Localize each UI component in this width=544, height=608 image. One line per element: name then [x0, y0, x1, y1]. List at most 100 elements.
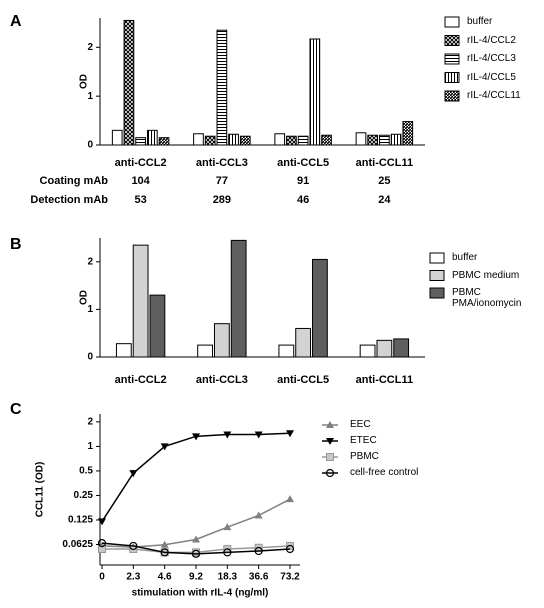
- bar: [146, 129, 158, 146]
- bar: [379, 134, 390, 146]
- legend-label: PBMC: [350, 451, 379, 462]
- panel-label: A: [10, 13, 22, 30]
- point: [286, 495, 294, 503]
- point: [286, 430, 294, 438]
- legend-marker: [325, 468, 335, 478]
- bar: [367, 134, 379, 146]
- point: [223, 523, 232, 531]
- y-tick-label: 2: [87, 256, 93, 267]
- table-row-label: Coating mAb: [40, 175, 109, 187]
- legend-label: EEC: [350, 419, 371, 430]
- panel-label: C: [10, 401, 22, 418]
- bar: [355, 132, 367, 146]
- point: [285, 544, 295, 554]
- bar: [158, 137, 170, 146]
- legend-label: rIL-4/CCL2: [467, 34, 516, 46]
- legend-swatch: [444, 35, 460, 46]
- line: [101, 432, 291, 522]
- bar: [204, 135, 216, 146]
- x-tick-label: anti-CCL2: [115, 374, 167, 386]
- y-tick-label: 1: [87, 441, 93, 452]
- y-tick-label: 1: [87, 91, 93, 102]
- point: [160, 548, 169, 557]
- bar: [393, 338, 410, 358]
- legend-label: PBMC PMA/ionomycin: [452, 287, 522, 309]
- legend-label: rIL-4/CCL3: [467, 53, 516, 64]
- x-axis-label: stimulation with rIL-4 (ng/ml): [132, 588, 269, 599]
- point: [129, 541, 138, 551]
- legend-swatch: [429, 252, 445, 264]
- bar: [115, 343, 132, 358]
- legend-marker: [326, 453, 334, 461]
- point: [223, 548, 232, 557]
- bar: [376, 339, 393, 358]
- y-tick-label: 0.0625: [62, 539, 93, 550]
- legend-label: buffer: [452, 252, 478, 263]
- legend-swatch: [444, 90, 460, 102]
- bar: [135, 137, 146, 146]
- table-cell: 53: [135, 194, 147, 206]
- x-tick-label: anti-CCL11: [356, 157, 413, 169]
- bar: [309, 38, 321, 146]
- point: [129, 470, 138, 478]
- table-cell: 104: [131, 175, 150, 187]
- x-tick-label: 73.2: [280, 572, 300, 583]
- bar: [312, 258, 328, 358]
- x-tick-label: anti-CCL5: [277, 157, 329, 169]
- point: [98, 518, 106, 526]
- bar: [390, 133, 402, 146]
- table-cell: 91: [297, 175, 309, 187]
- y-tick-label: 0: [87, 140, 93, 151]
- bar: [402, 121, 414, 146]
- bar: [295, 327, 312, 358]
- bar: [359, 344, 376, 358]
- bar: [193, 133, 204, 146]
- legend-swatch: [429, 287, 445, 299]
- x-tick-label: anti-CCL3: [196, 374, 248, 386]
- line: [101, 542, 291, 555]
- bar: [278, 344, 295, 358]
- legend-swatch: [444, 72, 460, 83]
- bar: [216, 29, 228, 146]
- bar: [123, 19, 135, 146]
- legend-label: buffer: [467, 16, 493, 27]
- point: [97, 539, 107, 548]
- bar: [132, 244, 149, 358]
- point: [254, 546, 263, 556]
- point: [191, 549, 201, 558]
- x-tick-label: anti-CCL3: [196, 157, 248, 169]
- legend-marker: [326, 421, 334, 428]
- y-tick-label: 0.125: [68, 515, 93, 526]
- bar: [239, 135, 251, 146]
- table-cell: 24: [378, 194, 391, 206]
- table-cell: 289: [213, 194, 231, 206]
- legend-label: ETEC: [350, 435, 377, 446]
- table-cell: 77: [216, 175, 228, 187]
- legend-label: PBMC medium: [452, 269, 520, 281]
- table-cell: 46: [297, 194, 309, 206]
- table-row-label: Detection mAb: [30, 194, 108, 206]
- legend-swatch: [444, 53, 460, 65]
- x-tick-label: 18.3: [218, 572, 238, 583]
- y-tick-label: 2: [87, 42, 93, 53]
- x-tick-label: 9.2: [189, 572, 203, 583]
- bar: [228, 133, 239, 146]
- x-tick-label: 0: [99, 572, 105, 583]
- bar: [197, 344, 213, 358]
- x-tick-label: anti-CCL5: [277, 374, 329, 386]
- panel-label: B: [10, 236, 22, 253]
- bar: [321, 134, 332, 146]
- legend-label: cell-free control: [350, 467, 419, 478]
- point: [160, 540, 169, 548]
- bar: [111, 129, 123, 146]
- point: [223, 431, 232, 439]
- point: [254, 511, 263, 519]
- x-tick-label: anti-CCL11: [356, 374, 413, 386]
- legend-swatch: [444, 16, 460, 28]
- x-tick-label: 2.3: [126, 572, 140, 583]
- table-cell: 25: [378, 175, 390, 187]
- bar: [213, 323, 230, 358]
- y-axis-label: OD: [79, 74, 90, 89]
